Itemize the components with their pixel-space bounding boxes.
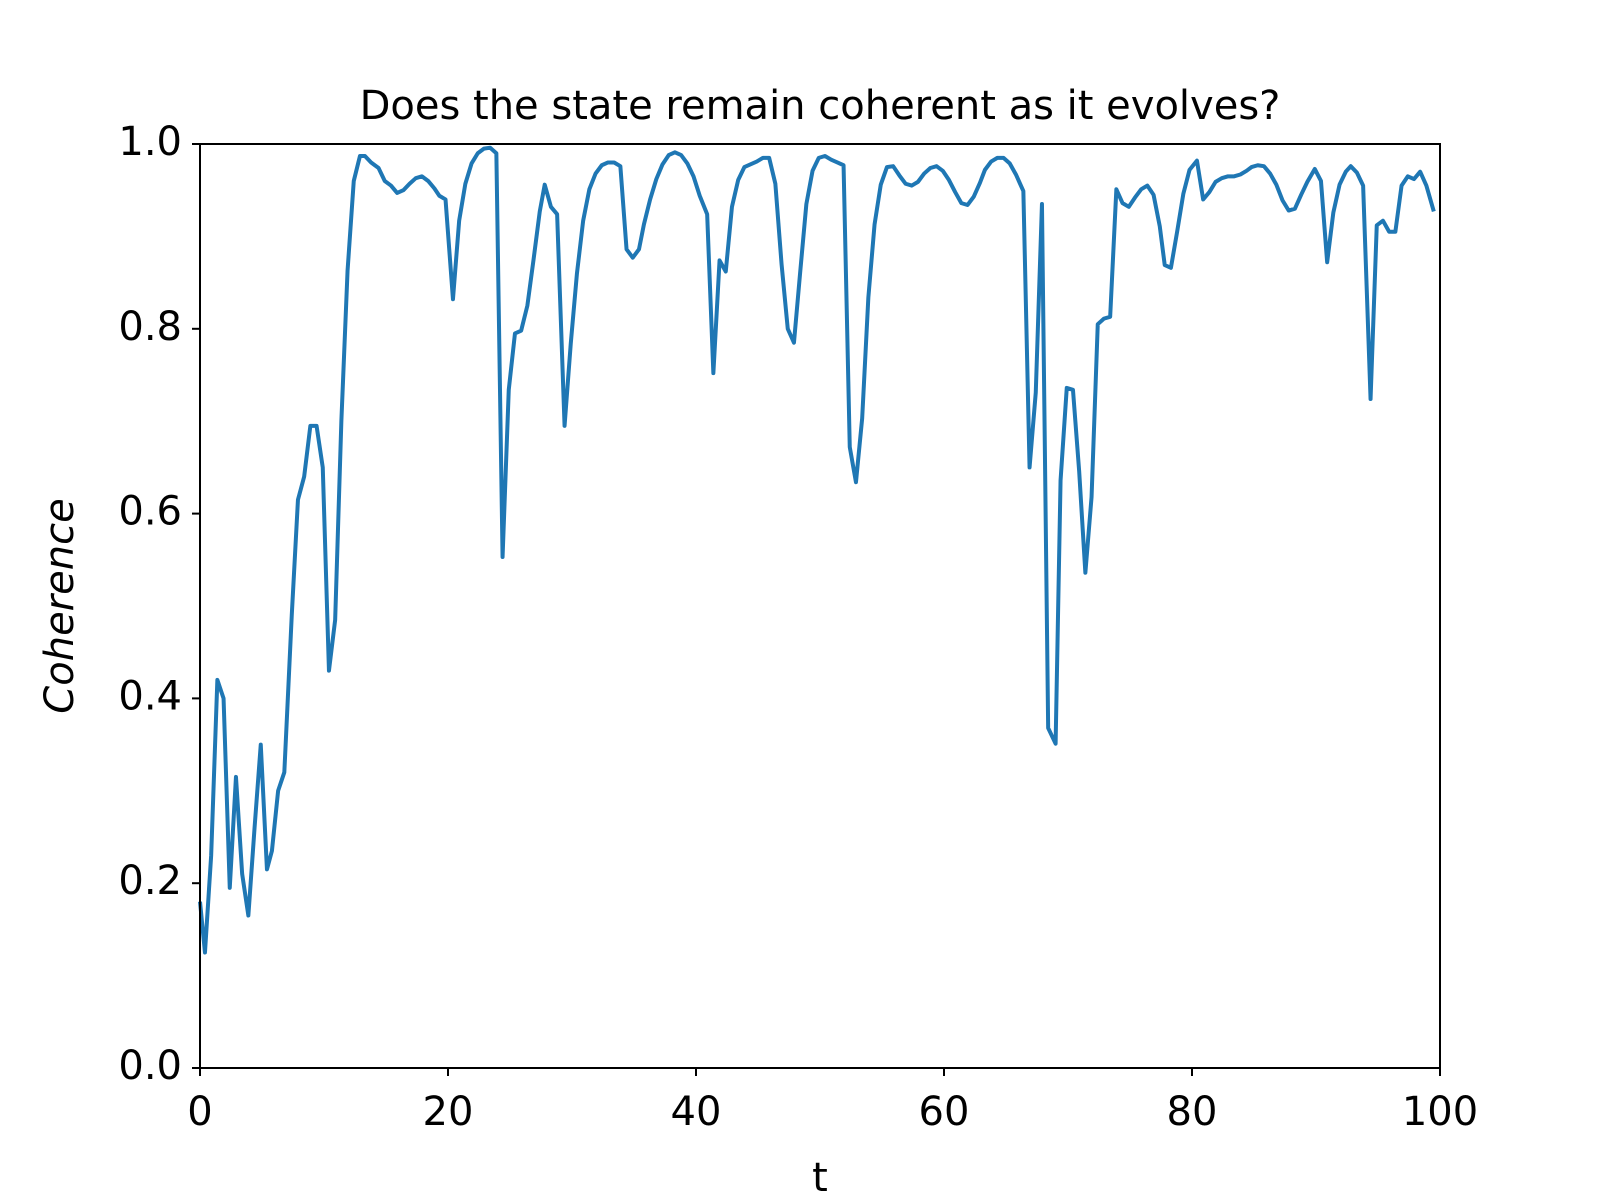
data-line	[198, 145, 1436, 955]
y-tick-label: 1.0	[118, 119, 182, 165]
plot-frame	[199, 143, 1441, 1069]
y-tick-label: 0.4	[118, 673, 182, 719]
x-tick-label: 100	[1402, 1089, 1478, 1135]
x-tick-label: 20	[423, 1089, 474, 1135]
x-tick-label: 80	[1167, 1089, 1218, 1135]
y-tick-label: 0.6	[118, 489, 182, 535]
y-tick-label: 0.2	[118, 858, 182, 904]
y-tick-label: 0.0	[118, 1043, 182, 1089]
chart-title: Does the state remain coherent as it evo…	[360, 83, 1281, 129]
y-tick-label: 0.8	[118, 304, 182, 350]
x-tick-label: 60	[919, 1089, 970, 1135]
x-tick-label: 0	[187, 1089, 212, 1135]
x-axis-label: t	[812, 1155, 828, 1200]
y-axis-label: Coherence	[37, 498, 83, 713]
x-tick-label: 40	[671, 1089, 722, 1135]
